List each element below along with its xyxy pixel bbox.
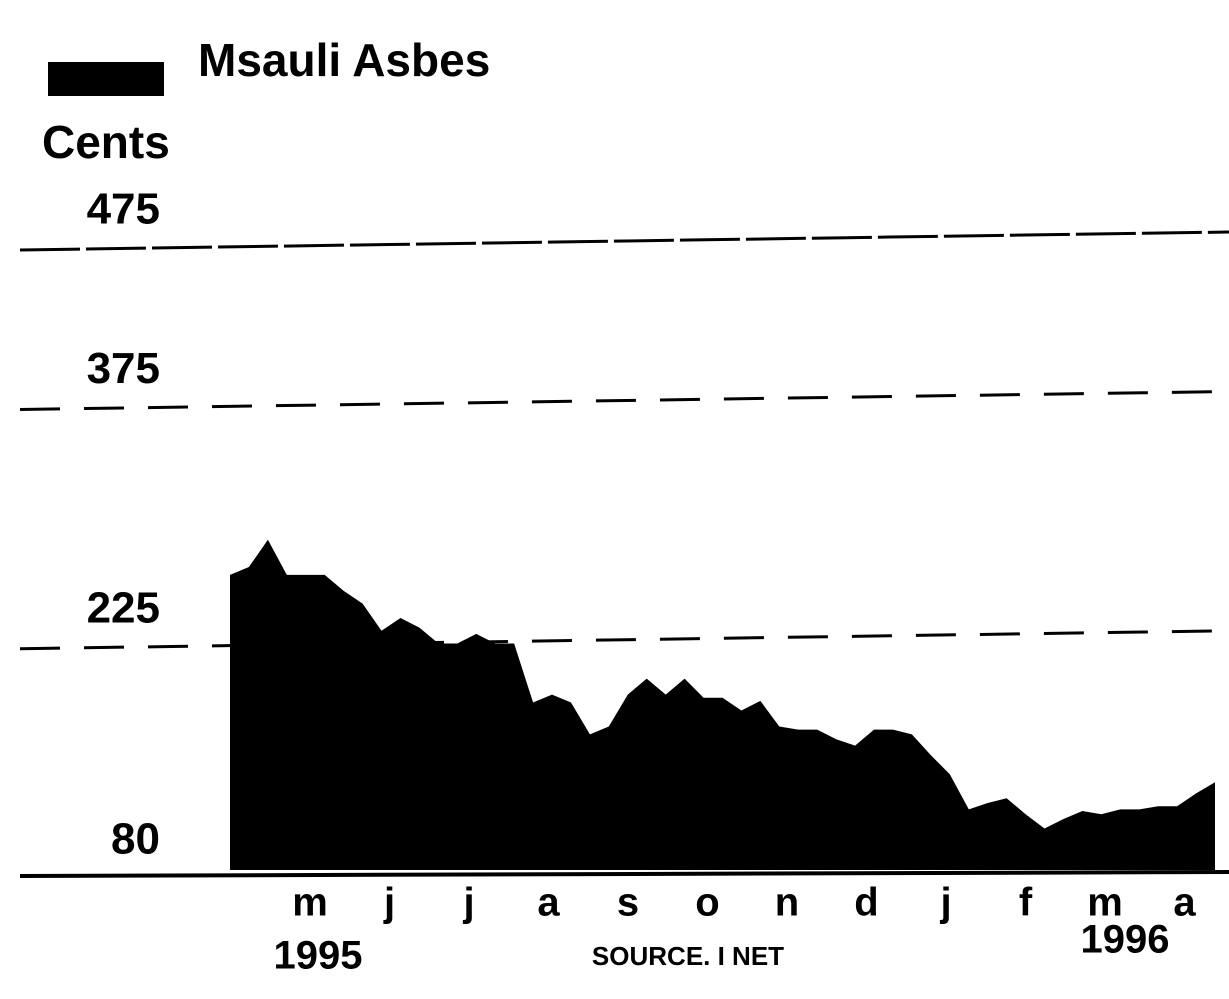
x-tick-label: a [1173, 881, 1196, 925]
x-tick-label: j [383, 881, 395, 925]
x-tick-label: n [775, 881, 799, 925]
x-tick-label: d [854, 881, 878, 925]
grid-line [19, 629, 1229, 651]
x-tick-label: j [462, 881, 474, 925]
year-label: 1995 [274, 934, 363, 978]
x-tick-label: m [1087, 881, 1123, 925]
logo-box [48, 62, 164, 96]
y-tick-label: 375 [87, 344, 160, 393]
x-tick-label: j [939, 881, 951, 925]
y-tick-label: 225 [87, 583, 160, 632]
x-tick-label: m [292, 881, 328, 925]
x-tick-label: s [617, 881, 639, 925]
chart-title: Msauli Asbes [198, 34, 490, 86]
grid-line [19, 389, 1229, 411]
y-tick-label: 80 [111, 815, 160, 864]
year-label: 1996 [1081, 918, 1170, 962]
baseline [19, 870, 1229, 878]
x-tick-label: o [695, 881, 719, 925]
x-tick-label: a [537, 881, 560, 925]
y-tick-label: 475 [87, 185, 160, 234]
area [230, 539, 1215, 870]
source: SOURCE. I NET [592, 941, 784, 971]
y-axis-label: Cents [42, 116, 170, 168]
x-tick-label: f [1019, 881, 1033, 925]
grid-line [19, 230, 1229, 252]
